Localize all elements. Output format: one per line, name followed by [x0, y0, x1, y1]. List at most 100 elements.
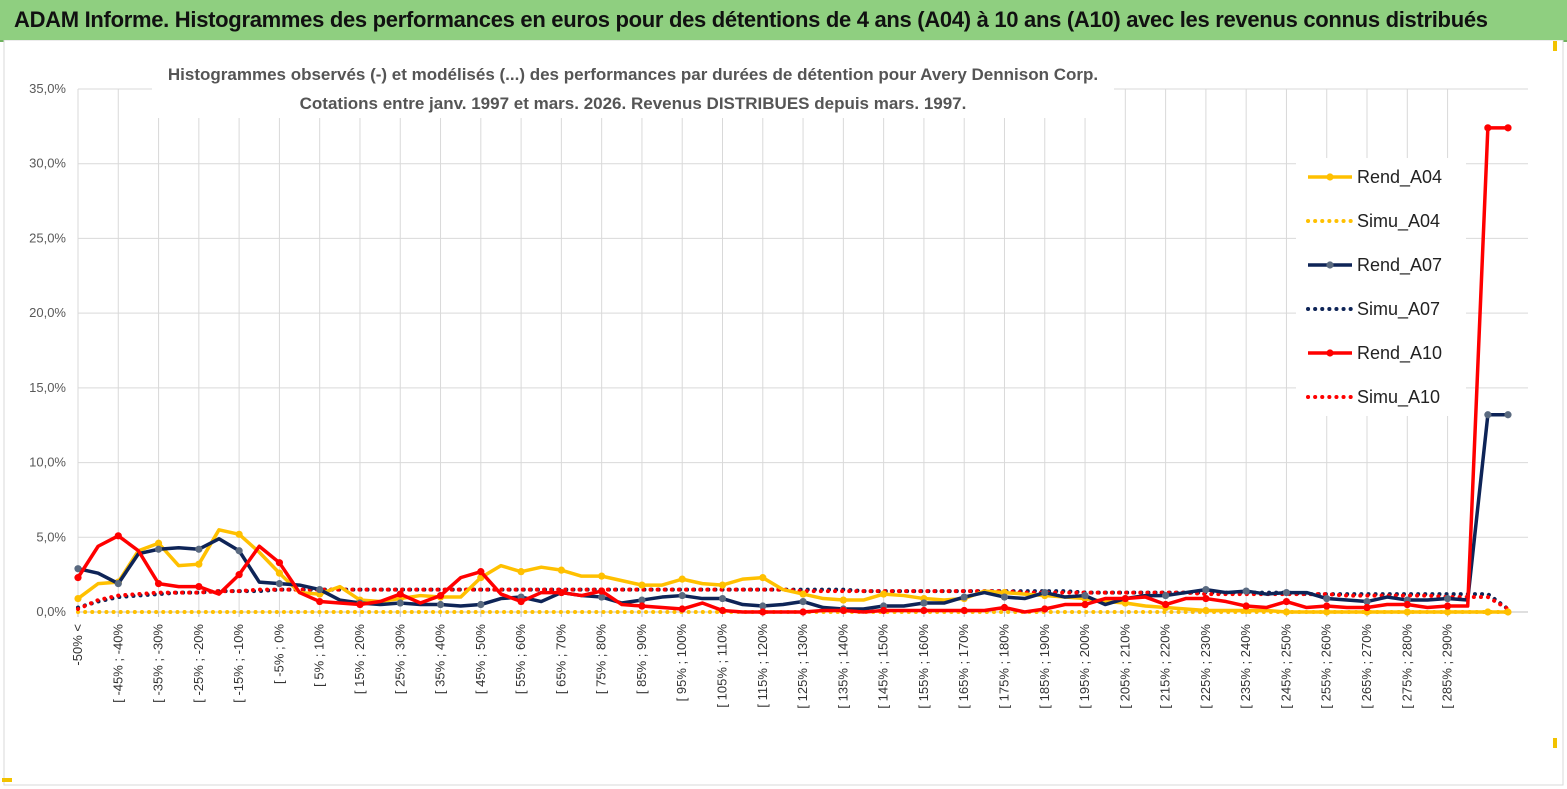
data-point — [356, 600, 364, 609]
x-tick-label: [ 25% ; 30% — [392, 624, 407, 695]
x-tick-label: [ 95% ; 100% — [674, 624, 689, 702]
report-banner: ADAM Informe. Histogrammes des performan… — [0, 0, 1567, 42]
title-background — [152, 56, 1114, 118]
data-point — [1242, 602, 1250, 610]
data-point — [396, 590, 404, 598]
corner-mark — [1553, 41, 1557, 51]
data-point — [1504, 124, 1512, 132]
data-point — [275, 569, 284, 577]
corner-mark — [1553, 738, 1557, 748]
report-title: ADAM Informe. Histogrammes des performan… — [14, 7, 1488, 32]
data-point — [1282, 588, 1291, 597]
x-tick-label: [ 175% ; 180% — [996, 624, 1011, 709]
data-point — [1484, 411, 1492, 419]
series — [74, 124, 1512, 616]
y-tick-label: 0,0% — [36, 604, 66, 619]
data-point — [275, 580, 284, 588]
x-tick-label: [ 265% ; 270% — [1359, 624, 1374, 709]
data-point — [396, 599, 404, 607]
data-point — [1484, 124, 1492, 132]
series-rend_a10 — [74, 124, 1512, 616]
data-point — [557, 588, 565, 597]
data-point — [678, 605, 686, 613]
legend-marker — [1326, 349, 1334, 357]
data-point — [275, 559, 284, 567]
legend-item: Simu_A07 — [1306, 299, 1440, 320]
chart-title: Histogrammes observés (-) et modélisés (… — [168, 65, 1098, 84]
data-point — [1443, 602, 1452, 610]
data-point — [759, 574, 767, 582]
x-tick-label: [ 195% ; 200% — [1077, 624, 1092, 709]
data-point — [598, 572, 606, 580]
data-point — [1121, 594, 1129, 603]
y-tick-label: 10,0% — [29, 455, 66, 470]
data-point — [436, 600, 445, 609]
data-point — [920, 599, 928, 607]
data-point — [195, 560, 203, 568]
data-point — [1041, 605, 1049, 613]
x-tick-label: [ -5% ; 0% — [271, 624, 286, 684]
data-point — [759, 608, 767, 616]
data-point — [1504, 411, 1512, 419]
x-tick-label: [ -45% ; -40% — [110, 624, 125, 703]
data-point — [316, 585, 324, 594]
data-point — [114, 580, 122, 588]
data-point — [799, 608, 807, 616]
data-point — [799, 597, 807, 606]
legend-box — [1296, 158, 1466, 416]
data-point — [839, 606, 847, 615]
data-point — [1202, 594, 1210, 603]
x-tick-label: [ 5% ; 10% — [312, 624, 327, 687]
data-point — [517, 597, 525, 606]
data-point — [1323, 602, 1331, 610]
x-tick-label: [ 75% ; 80% — [594, 624, 609, 695]
data-point — [154, 580, 163, 588]
legend-item: Simu_A04 — [1306, 211, 1440, 232]
x-tick-label: [ 35% ; 40% — [433, 624, 448, 695]
data-point — [436, 591, 445, 600]
data-point — [195, 582, 203, 591]
data-point — [839, 596, 847, 604]
legend-marker — [1326, 173, 1334, 181]
x-tick-label: [ 275% ; 280% — [1399, 624, 1414, 709]
y-tick-label: 25,0% — [29, 230, 66, 245]
data-point — [718, 581, 727, 589]
data-point — [1443, 608, 1452, 616]
data-point — [74, 574, 82, 582]
x-tick-label: [ 55% ; 60% — [513, 624, 528, 695]
y-tick-label: 15,0% — [29, 380, 66, 395]
x-tick-label: [ 225% ; 230% — [1198, 624, 1213, 709]
data-point — [1484, 608, 1492, 616]
data-point — [759, 602, 767, 610]
x-tick-label: [ 45% ; 50% — [473, 624, 488, 695]
data-point — [678, 591, 686, 600]
x-tick-label: [ 65% ; 70% — [553, 624, 568, 695]
x-tick-label: [ 145% ; 150% — [876, 624, 891, 709]
legend-label: Rend_A10 — [1357, 343, 1442, 364]
data-point — [316, 597, 324, 606]
y-tick-label: 5,0% — [36, 529, 66, 544]
data-point — [960, 606, 968, 615]
chart-area: 0,0% 5,0% 10,0% 15,0% 20,0% 25,0% 30,0% 35,0% -5… — [0, 40, 1567, 789]
data-point — [718, 594, 727, 603]
data-point — [678, 575, 686, 583]
legend-item: Rend_A04 — [1308, 167, 1442, 188]
data-point — [235, 530, 243, 538]
x-tick-label: [ 135% ; 140% — [835, 624, 850, 709]
x-tick-label: [ 285% ; 290% — [1440, 624, 1455, 709]
data-point — [1363, 603, 1371, 612]
data-point — [638, 581, 646, 589]
x-tick-label: [ 205% ; 210% — [1117, 624, 1132, 709]
data-point — [235, 547, 243, 555]
data-point — [477, 600, 485, 609]
x-tick-label: [ 245% ; 250% — [1278, 624, 1293, 709]
y-tick-label: 35,0% — [29, 81, 66, 96]
x-tick-label: [ 85% ; 90% — [634, 624, 649, 695]
chart-subtitle: Cotations entre janv. 1997 et mars. 2026… — [300, 94, 967, 113]
data-point — [1081, 591, 1089, 600]
data-point — [1443, 594, 1452, 603]
data-point — [1323, 608, 1331, 616]
data-point — [1242, 587, 1250, 595]
data-point — [1202, 606, 1210, 615]
data-point — [1363, 597, 1371, 606]
